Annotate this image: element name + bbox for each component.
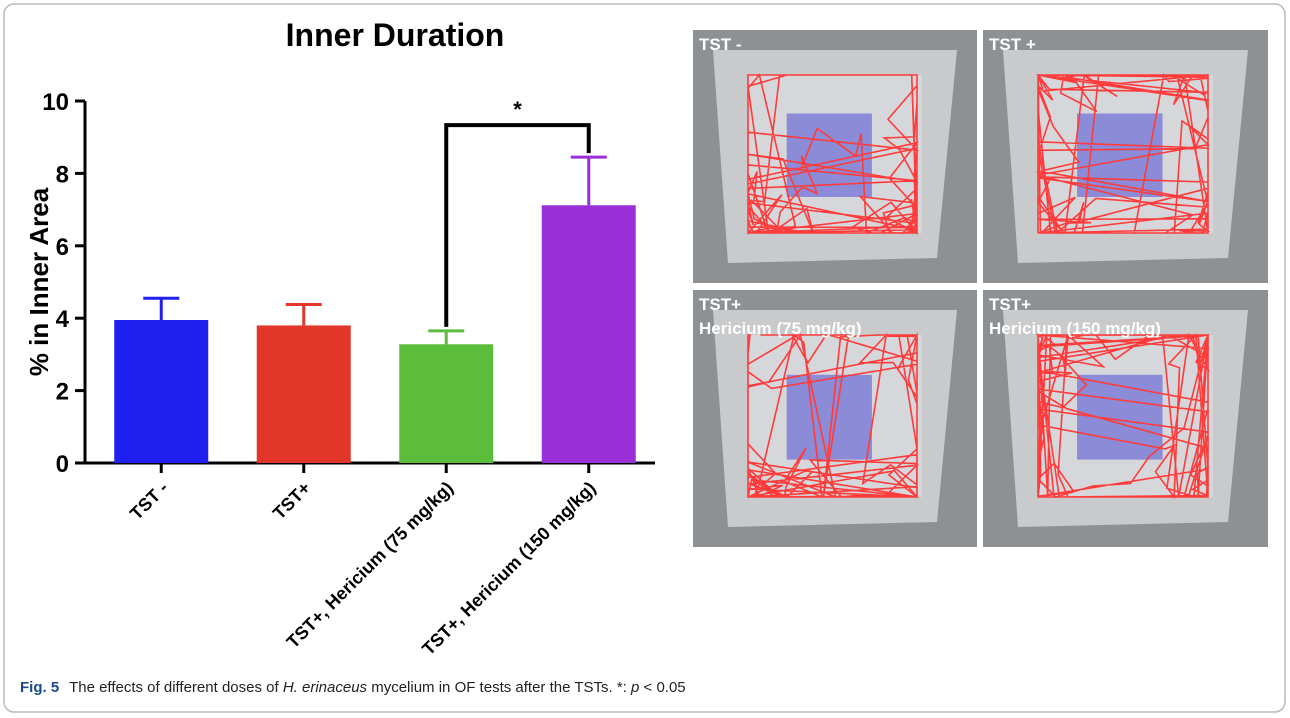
panel-label: TST + [989, 35, 1036, 54]
bar [257, 325, 351, 463]
y-tick-label: 4 [56, 306, 70, 333]
figure-canvas: Inner Duration % in Inner Area Fig. 5 Th… [0, 0, 1290, 718]
photo-panel: TST + [983, 30, 1268, 283]
panel-label: TST+ [989, 295, 1031, 314]
x-tick-label: TST+, Hericium (75 mg/kg) [283, 478, 457, 652]
y-tick-label: 0 [56, 451, 69, 478]
caption-text: The effects of different doses of [69, 679, 283, 696]
caption-label: Fig. 5 [20, 679, 59, 696]
x-tick-label: TST+ [269, 478, 315, 524]
caption: Fig. 5 The effects of different doses of… [20, 679, 686, 696]
y-tick-label: 10 [42, 89, 69, 116]
bar [542, 205, 636, 463]
panel-label: Hericium (150 mg/kg) [989, 319, 1161, 338]
photo-panel: TST+ Hericium (75 mg/kg) [693, 290, 977, 547]
y-tick-label: 6 [56, 234, 69, 261]
caption-text: p [630, 679, 639, 696]
panel-label: TST - [699, 35, 742, 54]
y-tick-label: 2 [56, 379, 69, 406]
y-tick-label: 8 [56, 161, 69, 188]
bar [114, 320, 208, 463]
photo-panel: TST - [693, 30, 977, 283]
error-bar [571, 157, 607, 205]
significance-label: * [513, 97, 522, 122]
photo-panel: TST+ Hericium (150 mg/kg) [983, 290, 1268, 547]
figure: Inner Duration % in Inner Area Fig. 5 Th… [0, 0, 1290, 718]
panel-label: Hericium (75 mg/kg) [699, 319, 862, 338]
inner-zone [1077, 375, 1163, 460]
y-axis-label: % in Inner Area [24, 187, 54, 376]
bar [399, 344, 493, 463]
error-bar [428, 331, 464, 344]
error-bar [143, 298, 179, 320]
x-tick-label: TST+, Hericium (150 mg/kg) [418, 478, 599, 659]
panel-label: TST+ [699, 295, 741, 314]
error-bar [286, 304, 322, 325]
caption-text: H. erinaceus [283, 679, 368, 696]
caption-text: mycelium in OF tests after the TSTs. *: [367, 679, 631, 696]
chart-title: Inner Duration [286, 17, 505, 53]
x-tick-label: TST - [126, 478, 172, 524]
caption-text: < 0.05 [639, 679, 685, 696]
